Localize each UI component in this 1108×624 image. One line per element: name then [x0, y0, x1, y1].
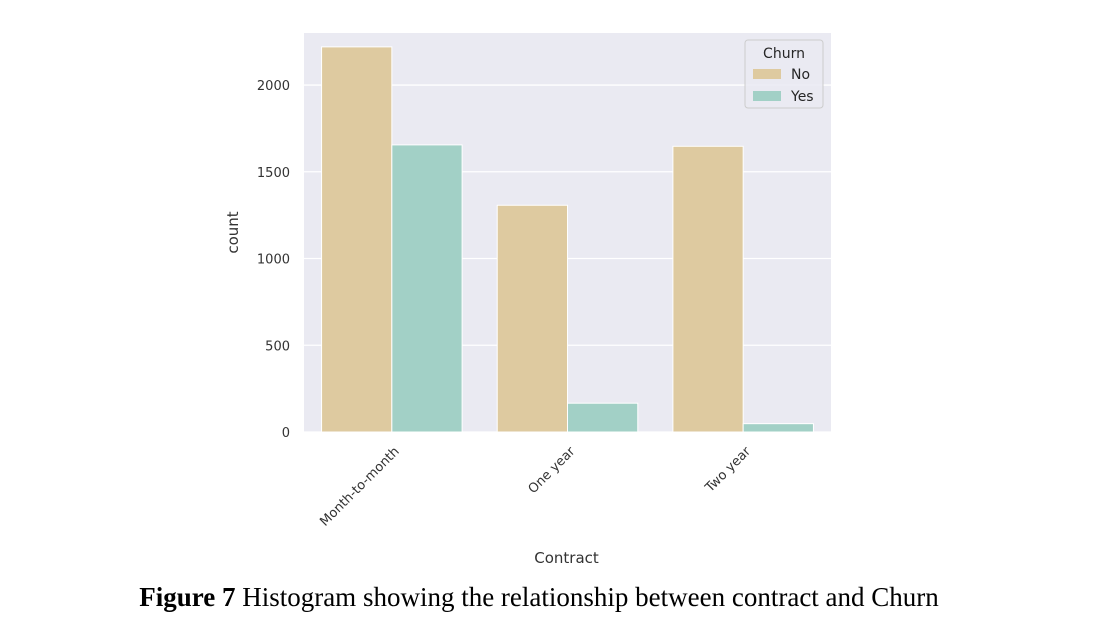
y-axis-label: count [224, 211, 242, 253]
bar-one-year-yes [567, 402, 639, 433]
bar-one-year-no [496, 204, 569, 433]
x-tick-label: One year [526, 444, 579, 497]
y-tick-labels: 0 500 1000 1500 2000 [257, 79, 290, 441]
legend-label-yes: Yes [790, 89, 814, 105]
legend: Churn No Yes [744, 39, 824, 109]
y-tick-label: 1000 [257, 253, 290, 268]
legend-items: No Yes [753, 67, 814, 105]
x-tick-label: Two year [702, 444, 754, 496]
y-tick-label: 500 [265, 339, 290, 354]
bar-two-year-no [672, 145, 744, 433]
bars [321, 46, 814, 433]
x-tick-label: Month-to-month [317, 444, 402, 529]
figure-number: Figure 7 [139, 582, 236, 612]
x-axis-label: Contract [534, 549, 599, 567]
figure-caption: Figure 7 Histogram showing the relations… [0, 582, 1078, 613]
y-tick-label: 0 [282, 426, 290, 441]
figure-caption-text: Histogram showing the relationship betwe… [242, 582, 939, 612]
legend-swatch-yes [753, 91, 781, 101]
bar-month-to-month-yes [391, 144, 463, 433]
bar-two-year-yes [742, 423, 814, 433]
legend-title: Churn [763, 46, 805, 62]
legend-label-no: No [791, 67, 810, 83]
x-tick-labels: Month-to-month One year Two year [317, 444, 754, 530]
bar-month-to-month-no [321, 46, 393, 433]
y-tick-label: 2000 [257, 79, 290, 94]
legend-swatch-no [753, 69, 781, 79]
y-tick-label: 1500 [257, 166, 290, 181]
